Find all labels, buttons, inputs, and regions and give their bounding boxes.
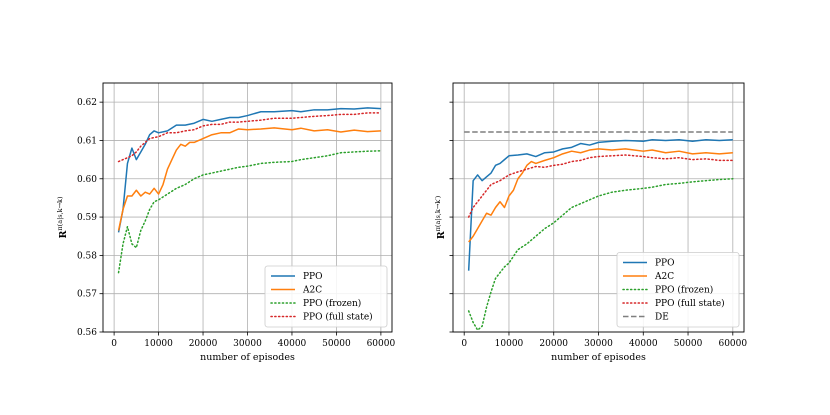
x-tick-label-4: 40000 <box>629 339 658 349</box>
legend-label-3: PPO (full state) <box>655 298 725 309</box>
legend-label-2: PPO (frozen) <box>655 285 713 296</box>
y-tick-label-5: 0.61 <box>77 136 97 146</box>
y-tick-label-4: 0.60 <box>77 175 97 185</box>
y-tick-label-1: 0.57 <box>77 290 97 300</box>
legend-label-0: PPO <box>655 259 675 269</box>
legend-box <box>616 252 740 328</box>
x-tick-label-3: 30000 <box>233 339 262 349</box>
y-tick-label-3: 0.59 <box>77 213 97 223</box>
x-tick-label-1: 10000 <box>144 339 173 349</box>
x-tick-label-1: 10000 <box>495 339 524 349</box>
series-line-a2c <box>468 148 733 243</box>
x-tick-label-6: 60000 <box>718 339 747 349</box>
chart-right: 0 10000 20000 30000 40000 50000 60000 number of… <box>434 82 747 363</box>
legend-label-2: PPO (frozen) <box>303 298 361 309</box>
x-tick-label-5: 50000 <box>674 339 703 349</box>
y-tick-label-0: 0.56 <box>77 328 97 338</box>
series-line-ppo-frozen <box>117 150 382 274</box>
legend-label-0: PPO <box>303 272 323 282</box>
x-axis-label: number of episodes <box>551 352 646 363</box>
x-tick-label-0: 0 <box>461 339 467 349</box>
x-axis-label: number of episodes <box>200 352 295 363</box>
x-tick-label-3: 30000 <box>584 339 613 349</box>
x-tick-label-2: 20000 <box>189 339 218 349</box>
legend-label-4: DE <box>655 313 669 323</box>
series-line-ppo-full-state <box>467 154 734 218</box>
legend: PPO A2C PPO (frozen) PPO (full state) <box>264 265 388 328</box>
y-axis-label: Rπ(a|s,k→k′) <box>434 195 447 239</box>
series-line-ppo-full-state <box>117 112 382 163</box>
series-line-ppo <box>467 138 733 271</box>
series-line-ppo-frozen <box>467 178 734 331</box>
legend-label-1: A2C <box>654 272 674 282</box>
chart-left: 0 10000 20000 30000 40000 50000 60000 0.56 0.57 0… <box>56 82 396 363</box>
series-line-a2c <box>117 127 381 231</box>
y-tick-label-6: 0.62 <box>77 98 97 108</box>
x-tick-label-0: 0 <box>111 339 117 349</box>
y-tick-label-2: 0.58 <box>77 251 97 261</box>
x-tick-label-4: 40000 <box>278 339 307 349</box>
y-axis-label: Rπ(a|s,k→k) <box>56 196 69 239</box>
x-tick-label-6: 60000 <box>367 339 396 349</box>
legend: PPO A2C PPO (frozen) PPO (full state) DE <box>616 252 740 328</box>
legend-label-1: A2C <box>302 286 322 296</box>
legend-box <box>264 265 388 328</box>
series-line-ppo <box>117 107 381 233</box>
x-tick-label-5: 50000 <box>322 339 351 349</box>
legend-label-3: PPO (full state) <box>303 312 373 323</box>
x-tick-label-2: 20000 <box>539 339 568 349</box>
